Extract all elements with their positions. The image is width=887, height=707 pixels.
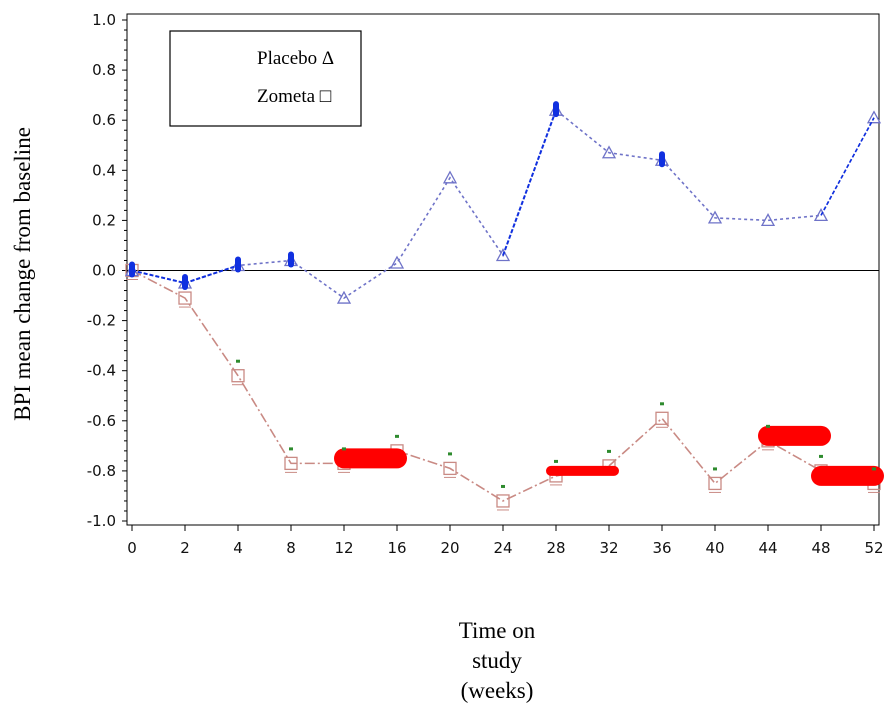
x-tick-label: 20 (440, 539, 459, 557)
significance-marker (448, 452, 452, 456)
significance-marker (342, 447, 346, 451)
series-line-zometa (131, 269, 875, 502)
significance-marker (501, 484, 505, 488)
x-tick-label: 0 (127, 539, 137, 557)
x-tick-label: 12 (334, 539, 353, 557)
x-tick-label: 36 (652, 539, 671, 557)
significance-marker (395, 434, 399, 438)
data-point-square (284, 456, 298, 471)
y-tick-label: 0.8 (92, 61, 116, 79)
data-point-square (655, 411, 669, 425)
blue-highlight-mark (659, 151, 665, 168)
series-placebo (124, 102, 882, 304)
legend: Placebo Δ Zometa □ (169, 30, 362, 127)
y-tick-label: -0.8 (87, 462, 116, 480)
data-point-triangle (760, 213, 776, 227)
data-point-triangle (442, 170, 458, 184)
y-axis-label: BPI mean change from baseline (10, 127, 35, 421)
significance-marker (819, 454, 823, 458)
data-point-triangle (495, 248, 511, 262)
y-tick-label: -0.4 (87, 362, 116, 380)
red-highlight-bar (758, 425, 831, 446)
y-tick-label: 0.4 (92, 161, 116, 179)
data-point-triangle (813, 208, 829, 222)
blue-highlight-segment (502, 109, 557, 256)
x-tick-label: 4 (233, 539, 243, 557)
significance-marker (713, 467, 717, 471)
data-point-square (708, 476, 722, 491)
x-axis-label-line-2: study (472, 648, 522, 673)
y-tick-label: 1.0 (92, 11, 116, 29)
x-tick-label: 44 (758, 539, 777, 557)
y-tick-label: 0.6 (92, 111, 116, 129)
y-axis-ticks: 1.0 0.8 0.6 0.4 0.2 0.0 -0.2 -0.4 -0.6 -0.8 -1.0 (87, 11, 127, 530)
blue-highlight-segment (820, 117, 875, 216)
data-point-triangle (389, 255, 405, 269)
series-zometa (125, 263, 881, 511)
y-tick-label: 0.0 (92, 262, 116, 280)
blue-highlight-segment (131, 269, 186, 284)
significance-marker (554, 459, 558, 463)
blue-highlight-mark (235, 256, 241, 273)
x-axis-label-line-1: Time on (459, 618, 536, 643)
x-tick-label: 16 (387, 539, 406, 557)
data-point-square (231, 369, 245, 383)
y-tick-label: -1.0 (87, 512, 116, 530)
data-point-square (443, 461, 457, 476)
x-axis-label-line-3: (weeks) (461, 678, 534, 703)
data-point-triangle (866, 110, 882, 124)
significance-marker (766, 424, 770, 428)
significance-marker (289, 447, 293, 451)
blue-highlight-mark (129, 261, 135, 278)
x-axis-ticks: 0 2 4 8 12 16 20 24 28 32 36 40 44 48 52 (127, 525, 884, 557)
data-point-triangle (601, 145, 617, 159)
x-tick-label: 32 (599, 539, 618, 557)
red-highlight-bar (334, 448, 407, 469)
blue-highlight-mark (288, 251, 294, 268)
red-highlight-bar (546, 465, 619, 476)
x-tick-label: 2 (180, 539, 190, 557)
red-highlight-bar (811, 465, 884, 486)
significance-marker (607, 449, 611, 453)
legend-entry-placebo: Placebo Δ (257, 48, 334, 69)
y-tick-label: -0.6 (87, 412, 116, 430)
significance-marker (872, 467, 876, 471)
significance-marker (660, 402, 664, 406)
y-tick-label: -0.2 (87, 312, 116, 330)
blue-highlight-mark (553, 101, 559, 118)
data-point-triangle (707, 210, 723, 224)
data-point-triangle (336, 290, 352, 304)
highlight-overlays (129, 101, 884, 488)
legend-box (169, 30, 362, 127)
significance-marker (236, 359, 240, 363)
x-tick-label: 52 (864, 539, 883, 557)
blue-highlight-segment (184, 264, 239, 284)
legend-entry-zometa: Zometa □ (257, 86, 332, 107)
x-tick-label: 40 (705, 539, 724, 557)
x-tick-label: 48 (811, 539, 830, 557)
y-tick-label: 0.2 (92, 211, 116, 229)
x-tick-label: 24 (493, 539, 512, 557)
data-point-square (496, 494, 510, 508)
x-tick-label: 8 (286, 539, 296, 557)
data-point-square (178, 291, 192, 305)
x-tick-label: 28 (546, 539, 565, 557)
